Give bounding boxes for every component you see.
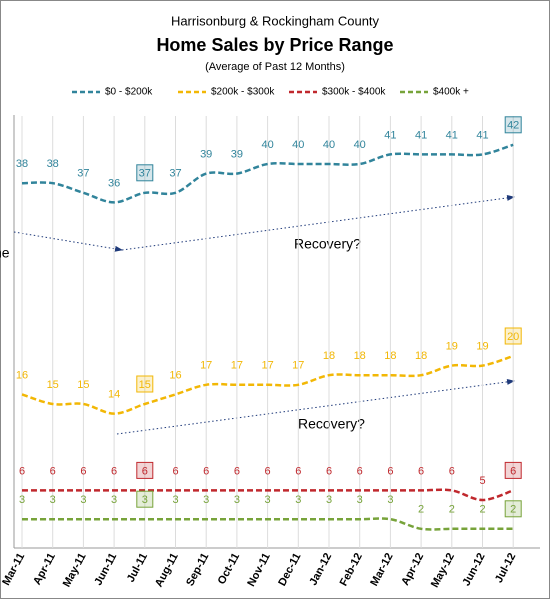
data-label: 38 bbox=[16, 158, 28, 170]
data-label: 6 bbox=[418, 465, 424, 477]
data-label: 6 bbox=[449, 465, 455, 477]
label-box bbox=[504, 116, 522, 134]
data-label: 6 bbox=[234, 465, 240, 477]
data-label: 6 bbox=[172, 465, 178, 477]
data-label: 3 bbox=[326, 494, 332, 506]
data-label: 20 bbox=[507, 331, 519, 343]
data-label: 18 bbox=[384, 350, 396, 362]
data-label: 41 bbox=[446, 129, 458, 141]
data-label: 6 bbox=[111, 465, 117, 477]
label-box bbox=[504, 461, 522, 479]
data-label: 6 bbox=[265, 465, 271, 477]
data-label: 6 bbox=[295, 465, 301, 477]
data-label: 3 bbox=[19, 494, 25, 506]
chart-supertitle: Harrisonburg & Rockingham County bbox=[171, 13, 380, 28]
data-label: 18 bbox=[323, 350, 335, 362]
data-label: 41 bbox=[384, 129, 396, 141]
data-label: 6 bbox=[357, 465, 363, 477]
data-label: 6 bbox=[326, 465, 332, 477]
data-label: 6 bbox=[80, 465, 86, 477]
data-label: 37 bbox=[169, 168, 181, 180]
label-box bbox=[136, 490, 154, 508]
data-label: 15 bbox=[77, 379, 89, 391]
chart-title: Home Sales by Price Range bbox=[156, 35, 393, 55]
data-label: 2 bbox=[418, 504, 424, 516]
data-label: 37 bbox=[139, 168, 151, 180]
data-label: 3 bbox=[295, 494, 301, 506]
data-label: 3 bbox=[387, 494, 393, 506]
data-label: 15 bbox=[139, 379, 151, 391]
data-label: 39 bbox=[200, 149, 212, 161]
recovery-arrow bbox=[116, 378, 515, 435]
series-line bbox=[21, 143, 514, 204]
data-label: 37 bbox=[77, 168, 89, 180]
data-label: 3 bbox=[111, 494, 117, 506]
data-label: 41 bbox=[476, 129, 488, 141]
annotation: Recovery? bbox=[294, 236, 361, 252]
data-label: 6 bbox=[510, 465, 516, 477]
data-label: 2 bbox=[510, 504, 516, 516]
data-label: 17 bbox=[261, 360, 273, 372]
data-label: 3 bbox=[234, 494, 240, 506]
annotation: Recovery? bbox=[298, 416, 365, 432]
data-label: 3 bbox=[50, 494, 56, 506]
data-label: 18 bbox=[415, 350, 427, 362]
legend-label: $400k + bbox=[433, 87, 469, 98]
data-label: 14 bbox=[108, 389, 120, 401]
data-label: 41 bbox=[415, 129, 427, 141]
data-label: 19 bbox=[476, 341, 488, 353]
data-label: 18 bbox=[354, 350, 366, 362]
annotation: ne bbox=[0, 245, 10, 261]
legend-label: $200k - $300k bbox=[211, 87, 275, 98]
data-label: 38 bbox=[47, 158, 59, 170]
legend-label: $300k - $400k bbox=[322, 87, 386, 98]
chart-subtitle: (Average of Past 12 Months) bbox=[205, 61, 345, 73]
data-label: 3 bbox=[172, 494, 178, 506]
label-box bbox=[504, 327, 522, 345]
data-label: 40 bbox=[354, 139, 366, 151]
series-line bbox=[22, 517, 514, 531]
data-label: 40 bbox=[292, 139, 304, 151]
data-label: 40 bbox=[323, 139, 335, 151]
series-line bbox=[21, 354, 514, 415]
data-label: 36 bbox=[108, 177, 120, 189]
data-label: 2 bbox=[479, 504, 485, 516]
data-label: 15 bbox=[47, 379, 59, 391]
label-box bbox=[136, 461, 154, 479]
data-label: 3 bbox=[265, 494, 271, 506]
data-label: 6 bbox=[142, 465, 148, 477]
data-label: 16 bbox=[169, 369, 181, 381]
label-box bbox=[504, 500, 522, 518]
data-label: 3 bbox=[203, 494, 209, 506]
data-label: 42 bbox=[507, 120, 519, 132]
data-label: 16 bbox=[16, 369, 28, 381]
label-box bbox=[136, 164, 154, 182]
data-label: 3 bbox=[80, 494, 86, 506]
label-box bbox=[136, 375, 154, 393]
data-label: 6 bbox=[50, 465, 56, 477]
data-label: 5 bbox=[479, 475, 485, 487]
data-label: 19 bbox=[446, 341, 458, 353]
data-label: 39 bbox=[231, 149, 243, 161]
legend-label: $0 - $200k bbox=[105, 87, 153, 98]
data-label: 3 bbox=[357, 494, 363, 506]
data-label: 6 bbox=[203, 465, 209, 477]
data-label: 40 bbox=[261, 139, 273, 151]
data-label: 6 bbox=[387, 465, 393, 477]
data-label: 2 bbox=[449, 504, 455, 516]
data-label: 3 bbox=[142, 494, 148, 506]
data-label: 17 bbox=[292, 360, 304, 372]
data-label: 17 bbox=[231, 360, 243, 372]
series-line bbox=[22, 488, 514, 502]
data-label: 6 bbox=[19, 465, 25, 477]
data-label: 17 bbox=[200, 360, 212, 372]
